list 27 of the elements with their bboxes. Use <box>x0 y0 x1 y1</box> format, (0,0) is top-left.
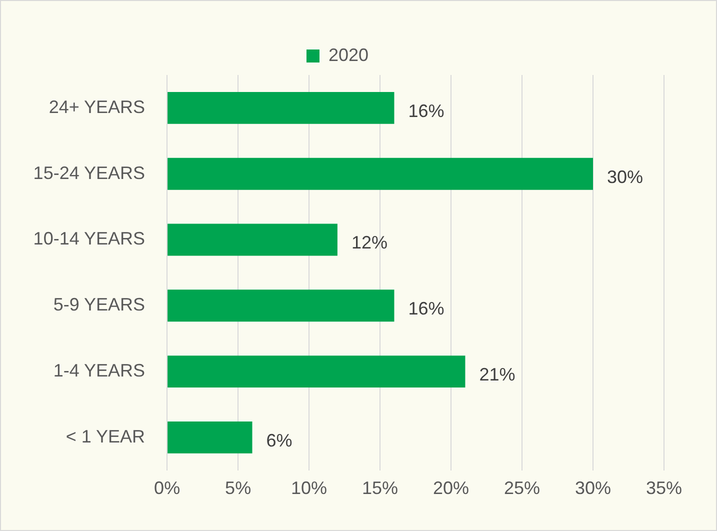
data-label: 6% <box>266 430 292 450</box>
y-tick-label: 24+ YEARS <box>48 96 146 117</box>
x-tick-label: 5% <box>225 478 252 498</box>
data-label: 16% <box>408 100 444 121</box>
y-tick-label: 5-9 YEARS <box>53 294 146 315</box>
y-tick-label: < 1 YEAR <box>66 426 146 446</box>
y-tick-label: 10-14 YEARS <box>33 228 146 249</box>
x-tick-label: 0% <box>154 478 180 498</box>
x-tick-label: 25% <box>504 478 540 498</box>
y-tick-label: 15-24 YEARS <box>33 162 146 183</box>
bar <box>168 92 394 124</box>
data-label: 12% <box>351 232 388 253</box>
bar <box>168 224 338 256</box>
x-tick-label: 15% <box>362 478 398 498</box>
bar <box>168 356 466 388</box>
data-label: 21% <box>479 364 516 385</box>
data-label: 30% <box>607 166 644 187</box>
x-tick-label: 30% <box>574 478 612 498</box>
x-tick-label: 35% <box>646 478 682 498</box>
x-tick-label: 20% <box>433 478 470 498</box>
bar <box>168 158 594 190</box>
x-tick-label: 10% <box>291 478 328 498</box>
legend-label: 2020 <box>328 44 369 65</box>
data-label: 16% <box>408 298 444 319</box>
bar <box>168 290 394 322</box>
y-tick-label: 1-4 YEARS <box>53 360 146 381</box>
bar <box>168 421 252 454</box>
